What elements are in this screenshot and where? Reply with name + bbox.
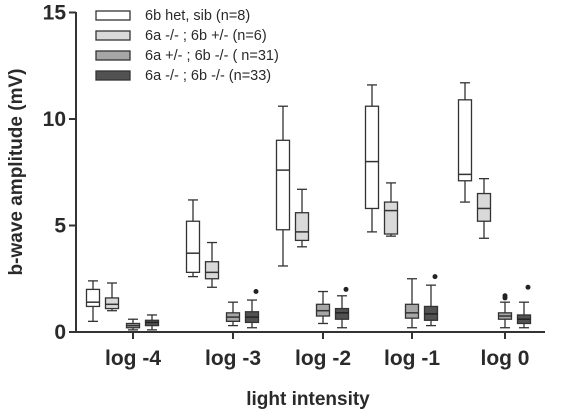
legend-swatch (95, 10, 131, 21)
y-tick-label: 15 (43, 2, 67, 25)
x-tick-label: log -1 (384, 347, 440, 370)
y-tick-label: 10 (43, 108, 66, 131)
outlier-point (253, 289, 259, 295)
box-iqr (334, 307, 350, 320)
x-axis-title: light intensity (246, 389, 370, 410)
box-plot-item (423, 274, 439, 327)
outlier-point (343, 286, 349, 292)
legend-swatch (95, 30, 131, 41)
box-plot-item (85, 280, 101, 323)
y-tick-label: 0 (54, 321, 66, 344)
box-plot-item (334, 286, 350, 329)
outlier-point (432, 274, 438, 280)
x-tick-label: log -2 (295, 347, 351, 370)
box-iqr (476, 192, 492, 222)
x-tick-label: log -3 (205, 347, 261, 370)
box-iqr (104, 297, 120, 310)
box-plot-item (476, 177, 492, 239)
box-plot-item (185, 199, 201, 278)
box-iqr (185, 220, 201, 274)
x-tick-label: log 0 (480, 347, 529, 370)
boxes (85, 82, 532, 331)
box-iqr (275, 139, 291, 231)
legend-label: 6a +/- ; 6b -/- ( n=31) (145, 48, 279, 64)
y-axis-title: b-wave amplitude (mV) (6, 69, 27, 276)
axes (75, 12, 545, 333)
legend-swatch (95, 50, 131, 61)
box-plot-item (497, 293, 513, 329)
y-ticks: 0 5 10 15 (43, 2, 76, 344)
x-tick-label: log -4 (105, 347, 161, 370)
box-plot-item (315, 290, 331, 325)
box-plot-item (457, 82, 473, 203)
box-iqr (364, 105, 380, 210)
box-plot-item (294, 188, 310, 248)
legend-label: 6b het, sib (n=8) (145, 8, 250, 24)
box-iqr (204, 261, 220, 280)
box-plot-item (225, 301, 241, 327)
legend-label: 6a -/- ; 6b -/- (n=33) (145, 68, 271, 84)
box-iqr (404, 303, 420, 319)
legend: 6b het, sib (n=8) 6a -/- ; 6b +/- (n=6) 6a… (95, 8, 279, 84)
legend-swatch (95, 70, 131, 81)
box-plot-item (204, 241, 220, 288)
box-iqr (383, 201, 399, 235)
box-plot-item (104, 282, 120, 312)
box-iqr (457, 99, 473, 182)
outlier-point (525, 284, 531, 290)
box-plot-item (244, 289, 260, 329)
box-iqr (294, 212, 310, 242)
box-plot-item (404, 278, 420, 329)
legend-label: 6a -/- ; 6b +/- (n=6) (145, 28, 267, 44)
y-tick-label: 5 (54, 215, 66, 238)
box-plot-item (383, 182, 399, 237)
x-ticks: log -4 log -3 log -2 log -1 log 0 (105, 332, 530, 370)
box-plot-item (125, 318, 141, 331)
box-plot-item (144, 314, 160, 331)
box-plot-item (364, 84, 380, 233)
outlier-point (502, 293, 508, 299)
box-plot-item (275, 105, 291, 267)
box-plot-item (516, 284, 532, 329)
box-iqr (85, 288, 101, 308)
